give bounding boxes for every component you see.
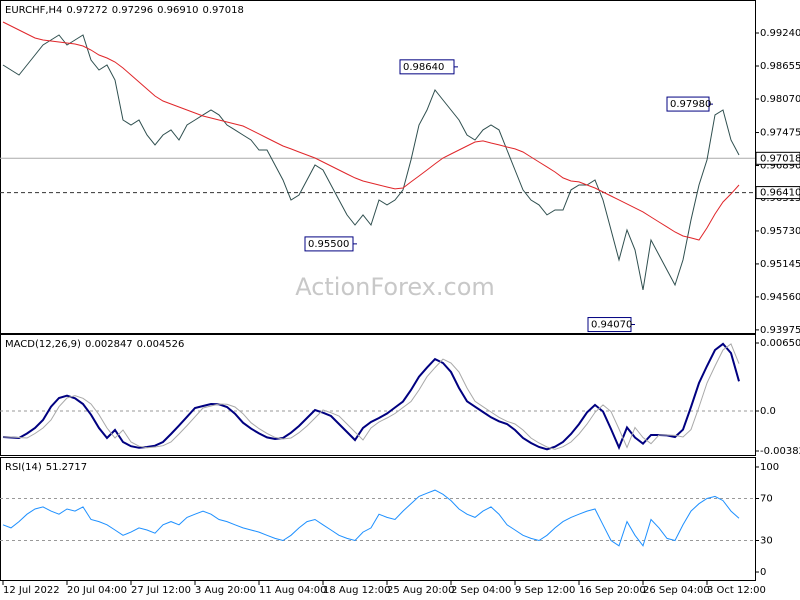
annotation-label: 0.97980 bbox=[670, 99, 711, 110]
header-title: EURCHF,H4 bbox=[5, 5, 62, 16]
watermark: ActionForex.com bbox=[295, 273, 495, 301]
y-tick-label: 0.94560 bbox=[760, 292, 800, 303]
panel-frame bbox=[0, 0, 756, 334]
series-line bbox=[2, 342, 740, 451]
annotation-box bbox=[304, 236, 354, 252]
header-title: MACD(12,26,9) bbox=[5, 339, 81, 350]
y-tick-label: 100 bbox=[760, 462, 779, 473]
y-tick-label: 0.96890 bbox=[760, 161, 800, 172]
x-tick-label: 12 Jul 2022 bbox=[3, 585, 60, 596]
panel-header: MACD(12,26,9) 0.002847 0.004526 bbox=[5, 339, 184, 350]
panel-frame bbox=[0, 334, 756, 456]
header-value: 0.97018 bbox=[202, 5, 243, 16]
header-value: 0.96910 bbox=[157, 5, 198, 16]
series-line bbox=[3, 343, 740, 450]
header-value: 0.004526 bbox=[137, 339, 185, 350]
series-line bbox=[2, 34, 740, 290]
header-value: 0.97272 bbox=[66, 5, 107, 16]
x-tick-label: 26 Sep 04:00 bbox=[643, 585, 710, 596]
y-tick-label: 70 bbox=[760, 493, 773, 504]
annotation-box bbox=[399, 59, 455, 75]
x-tick-label: 11 Aug 04:00 bbox=[259, 585, 326, 596]
x-tick-label: 3 Aug 20:00 bbox=[195, 585, 256, 596]
header-value: 51.2717 bbox=[46, 462, 87, 473]
header-title: RSI(14) bbox=[5, 462, 42, 473]
series-line bbox=[2, 489, 740, 547]
x-tick-label: 27 Jul 12:00 bbox=[131, 585, 191, 596]
x-tick-label: 18 Aug 12:00 bbox=[323, 585, 390, 596]
panel-header: EURCHF,H4 0.97272 0.97296 0.96910 0.97018 bbox=[5, 5, 244, 16]
x-tick-label: 3 Oct 12:00 bbox=[707, 585, 766, 596]
panel-header: RSI(14) 51.2717 bbox=[5, 462, 87, 473]
panel-frame bbox=[0, 457, 756, 581]
y-tick-label: 30 bbox=[760, 536, 773, 547]
y-tick-label: 0.95145 bbox=[760, 259, 800, 270]
annotation-label: 0.94070 bbox=[591, 320, 632, 331]
y-tick-label: 0.006509 bbox=[760, 338, 800, 349]
annotation-label: 0.95500 bbox=[308, 239, 349, 250]
price-box bbox=[755, 151, 800, 165]
price-box-label: 0.97018 bbox=[760, 153, 800, 164]
y-tick-label: 0.99240 bbox=[760, 28, 800, 39]
y-tick-label: 0.98070 bbox=[760, 94, 800, 105]
annotation-box bbox=[666, 96, 710, 112]
y-tick-label: 0.0 bbox=[760, 406, 776, 417]
x-tick-label: 2 Sep 04:00 bbox=[451, 585, 511, 596]
x-tick-label: 9 Sep 12:00 bbox=[515, 585, 575, 596]
price-box-label: 0.96410 bbox=[760, 188, 800, 199]
x-tick-label: 16 Sep 20:00 bbox=[579, 585, 646, 596]
y-tick-label: 0.93975 bbox=[760, 325, 800, 336]
y-tick-label: 0.97475 bbox=[760, 128, 800, 139]
x-tick-label: 20 Jul 04:00 bbox=[67, 585, 127, 596]
series-line bbox=[2, 21, 740, 241]
price-box bbox=[755, 186, 800, 200]
y-tick-label: 0.95730 bbox=[760, 226, 800, 237]
y-tick-label: 0 bbox=[760, 567, 766, 578]
annotation-box bbox=[587, 317, 632, 333]
annotation-label: 0.98640 bbox=[403, 62, 444, 73]
y-tick-label: -0.003828 bbox=[760, 446, 800, 457]
header-value: 0.002847 bbox=[85, 339, 133, 350]
y-tick-label: 0.98655 bbox=[760, 61, 800, 72]
header-value: 0.97296 bbox=[112, 5, 153, 16]
x-tick-label: 25 Aug 20:00 bbox=[387, 585, 454, 596]
